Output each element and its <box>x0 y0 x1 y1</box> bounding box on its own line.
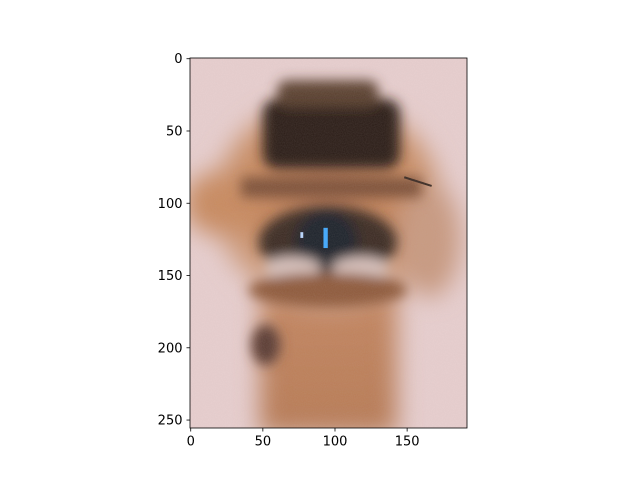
x-tick-label: 50 <box>255 435 272 450</box>
y-tick-label: 0 <box>174 52 182 67</box>
y-tick-label: 250 <box>158 414 183 429</box>
image-grain <box>190 58 467 428</box>
y-tick-label: 150 <box>158 269 183 284</box>
y-axis-ticks: 0 50 100 150 200 250 <box>158 52 190 429</box>
y-tick-label: 100 <box>158 197 183 212</box>
x-tick-label: 100 <box>323 435 348 450</box>
y-tick-label: 200 <box>158 341 183 356</box>
axes-frame <box>189 57 468 429</box>
x-tick-label: 150 <box>395 435 420 450</box>
x-axis-ticks: 0 50 100 150 <box>187 428 420 450</box>
image-heatmap <box>190 58 467 428</box>
x-tick-label: 0 <box>187 435 195 450</box>
y-tick-label: 50 <box>166 124 183 139</box>
